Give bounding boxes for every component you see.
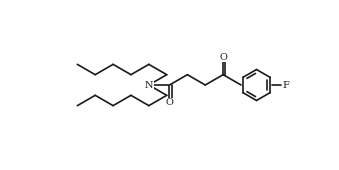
Text: N: N [145,81,153,89]
Text: O: O [219,53,227,62]
Text: F: F [283,81,290,89]
Text: O: O [165,98,174,107]
